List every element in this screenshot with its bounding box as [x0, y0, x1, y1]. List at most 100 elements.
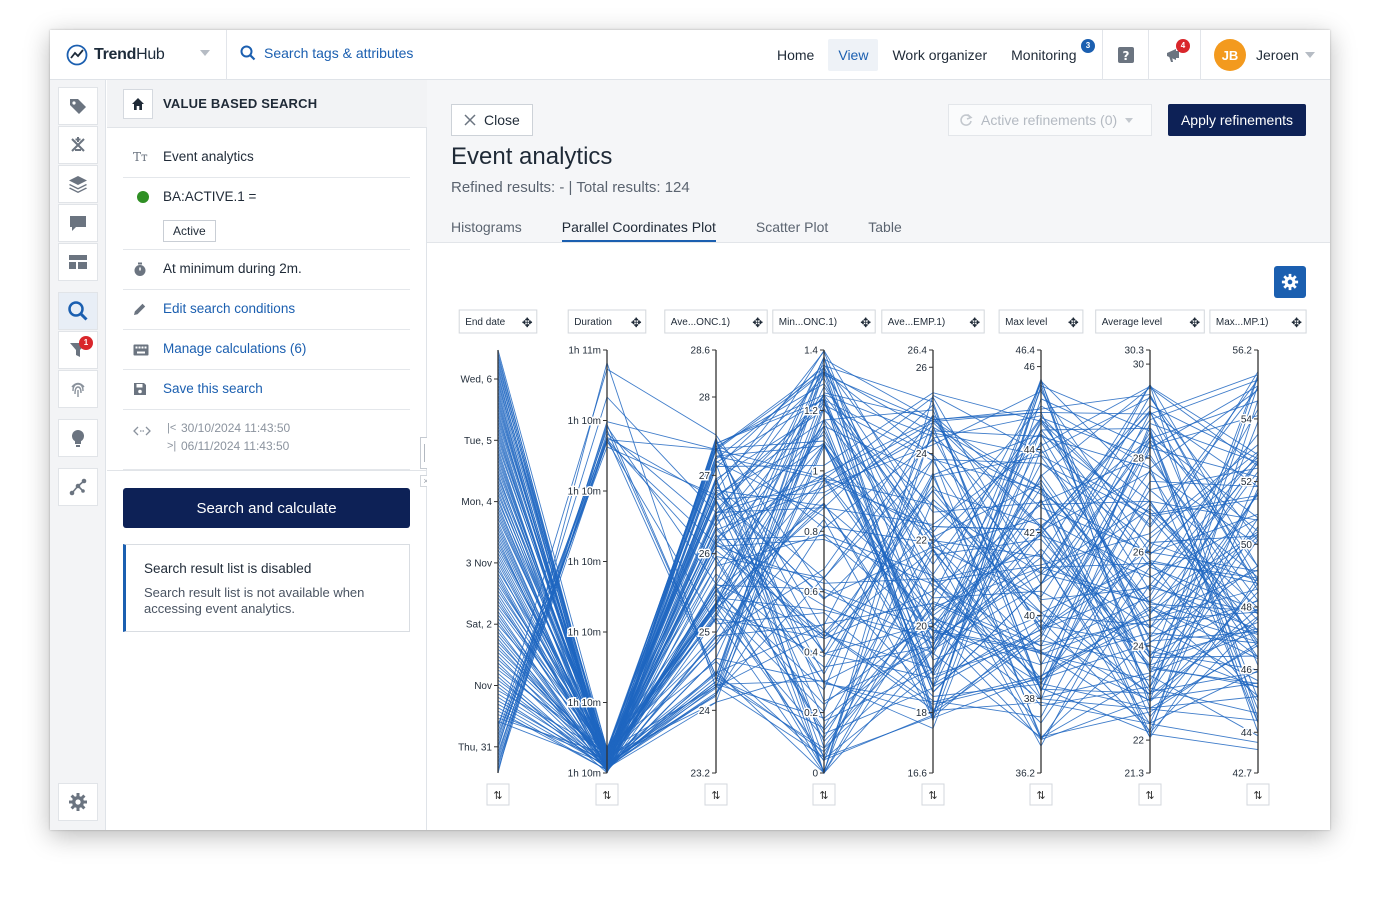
axis-sort-button[interactable]: ⇅	[812, 783, 836, 806]
axis-name: End date	[465, 317, 505, 328]
move-icon: ✥	[1068, 316, 1079, 331]
data-line	[497, 418, 1259, 752]
save-search-link[interactable]: Save this search	[163, 381, 263, 396]
axis-name: Min...ONC.1)	[779, 317, 837, 328]
axis-sort-button[interactable]: ⇅	[704, 783, 728, 806]
filter-badge: 1	[79, 336, 93, 350]
event-type-row[interactable]: Tт Event analytics	[123, 138, 410, 178]
tab-table[interactable]: Table	[868, 219, 902, 235]
edit-conditions-row[interactable]: Edit search conditions	[123, 290, 410, 330]
save-search-row[interactable]: Save this search	[123, 370, 410, 410]
rail-insights-button[interactable]	[58, 419, 98, 457]
axis-header[interactable]: Ave...EMP.1) ✥	[881, 309, 985, 334]
rail-graph-button[interactable]	[58, 468, 98, 506]
manage-calculations-row[interactable]: Manage calculations (6)	[123, 330, 410, 370]
axis-tick-label: 23.2	[691, 769, 711, 780]
rail-search-button[interactable]	[58, 292, 98, 330]
notifications-button[interactable]	[1162, 43, 1186, 67]
axis-tick-label: 16.6	[908, 769, 928, 780]
axis-tick-label: 46.4	[1016, 346, 1036, 357]
tab-parallel-coordinates[interactable]: Parallel Coordinates Plot	[561, 219, 716, 242]
axis-sort-button[interactable]: ⇅	[486, 783, 510, 806]
data-line	[497, 425, 1259, 771]
rail-settings-button[interactable]	[58, 783, 98, 821]
comment-icon	[70, 216, 86, 231]
rail-formula-button[interactable]	[58, 126, 98, 164]
close-button[interactable]: Close	[451, 104, 533, 136]
tab-histograms[interactable]: Histograms	[451, 219, 522, 235]
axis-tick-label: 24	[699, 706, 711, 717]
axis-header-box	[772, 309, 876, 334]
axis-tick-label: 28	[699, 393, 711, 404]
keyboard-icon	[133, 343, 149, 361]
results-summary: Refined results: - | Total results: 124	[451, 179, 690, 196]
global-search[interactable]: Search tags & attributes	[240, 45, 413, 61]
apply-refinements-button[interactable]: Apply refinements	[1168, 104, 1306, 136]
move-icon: ✥	[969, 316, 980, 331]
axis-sort-button[interactable]: ⇅	[1029, 783, 1053, 806]
axis-header[interactable]: Average level ✥	[1095, 309, 1205, 334]
axis-sort-button[interactable]: ⇅	[1138, 783, 1162, 806]
home-button[interactable]	[123, 89, 153, 119]
axis-tick-label: 42.7	[1233, 769, 1253, 780]
axis-tick-label: 22	[1133, 736, 1145, 747]
sort-button-box	[704, 783, 728, 806]
rail-comments-button[interactable]	[58, 204, 98, 242]
axis-header[interactable]: Min...ONC.1) ✥	[772, 309, 876, 334]
axis: Min...ONC.1) ✥ 1.4 1.2 1 0.8 0.6 0.4 0.2 0⇅	[772, 309, 876, 806]
svg-text:?: ?	[1123, 49, 1130, 63]
axis-header[interactable]: Max...MP.1) ✥	[1209, 309, 1307, 334]
data-line	[497, 441, 1259, 743]
axis-header[interactable]: End date ✥	[458, 309, 538, 334]
axis-tick-label: 0.2	[804, 708, 818, 719]
axis-sort-button[interactable]: ⇅	[1246, 783, 1270, 806]
app-logo[interactable]: TrendHub	[66, 44, 165, 66]
active-refinements-dropdown[interactable]: Active refinements (0)	[948, 104, 1152, 136]
sort-button-box	[595, 783, 619, 806]
axis-sort-button[interactable]: ⇅	[595, 783, 619, 806]
axis-header-box	[881, 309, 985, 334]
rail-dashboard-button[interactable]	[58, 243, 98, 281]
search-and-calculate-button[interactable]: Search and calculate	[123, 488, 410, 528]
sort-icon: ⇅	[819, 789, 828, 802]
logo-chevron-down-icon[interactable]	[200, 50, 210, 56]
axis-header[interactable]: Duration ✥	[567, 309, 647, 334]
help-button[interactable]: ?	[1114, 43, 1138, 67]
duration-row[interactable]: At minimum during 2m.	[123, 250, 410, 290]
date-range-row[interactable]: |< 30/10/2024 11:43:50 >| 06/11/2024 11:…	[123, 410, 410, 470]
formula-icon	[71, 137, 85, 152]
date-range-icon	[133, 423, 151, 441]
tab-scatter-plot[interactable]: Scatter Plot	[755, 219, 829, 235]
axis-header[interactable]: Ave...ONC.1) ✥	[664, 309, 768, 334]
axis-tick-label: Tue, 5	[464, 436, 492, 447]
stopwatch-icon	[133, 262, 147, 282]
data-line	[497, 425, 1259, 766]
nav-monitoring[interactable]: Monitoring	[1011, 47, 1077, 63]
user-name[interactable]: Jeroen	[1256, 47, 1299, 63]
rail-filter-button[interactable]	[58, 331, 98, 369]
axis-sort-button[interactable]: ⇅	[921, 783, 945, 806]
edit-conditions-link[interactable]: Edit search conditions	[163, 301, 296, 316]
search-panel: VALUE BASED SEARCH Tт Event analytics BA…	[107, 80, 427, 830]
parallel-coordinates-chart[interactable]: End date ✥ Wed, 6 Tue, 5 Mon, 4 3 Nov Sat, 2 No…	[427, 243, 1330, 830]
data-line	[497, 391, 1259, 773]
chart-settings-button[interactable]	[1274, 266, 1306, 298]
sort-button-box	[1246, 783, 1270, 806]
nav-work-organizer[interactable]: Work organizer	[892, 47, 988, 63]
nav-home[interactable]: Home	[777, 47, 815, 63]
rail-layers-button[interactable]	[58, 165, 98, 203]
data-line	[497, 379, 1259, 762]
avatar[interactable]: JB	[1214, 39, 1246, 71]
manage-calculations-link[interactable]: Manage calculations (6)	[163, 341, 307, 356]
condition-row[interactable]: BA:ACTIVE.1 = Active	[123, 178, 410, 250]
user-chevron-down-icon[interactable]	[1305, 52, 1315, 58]
rail-tags-button[interactable]	[58, 87, 98, 125]
data-line	[497, 349, 1259, 752]
sort-button-box	[812, 783, 836, 806]
sort-button-box	[921, 783, 945, 806]
axis-tick-label: 46	[1241, 665, 1253, 676]
info-body: Search result list is not available when…	[144, 585, 365, 616]
rail-fingerprint-button[interactable]	[58, 370, 98, 408]
axis-header[interactable]: Max level ✥	[998, 309, 1084, 334]
nav-view[interactable]: View	[828, 39, 879, 71]
